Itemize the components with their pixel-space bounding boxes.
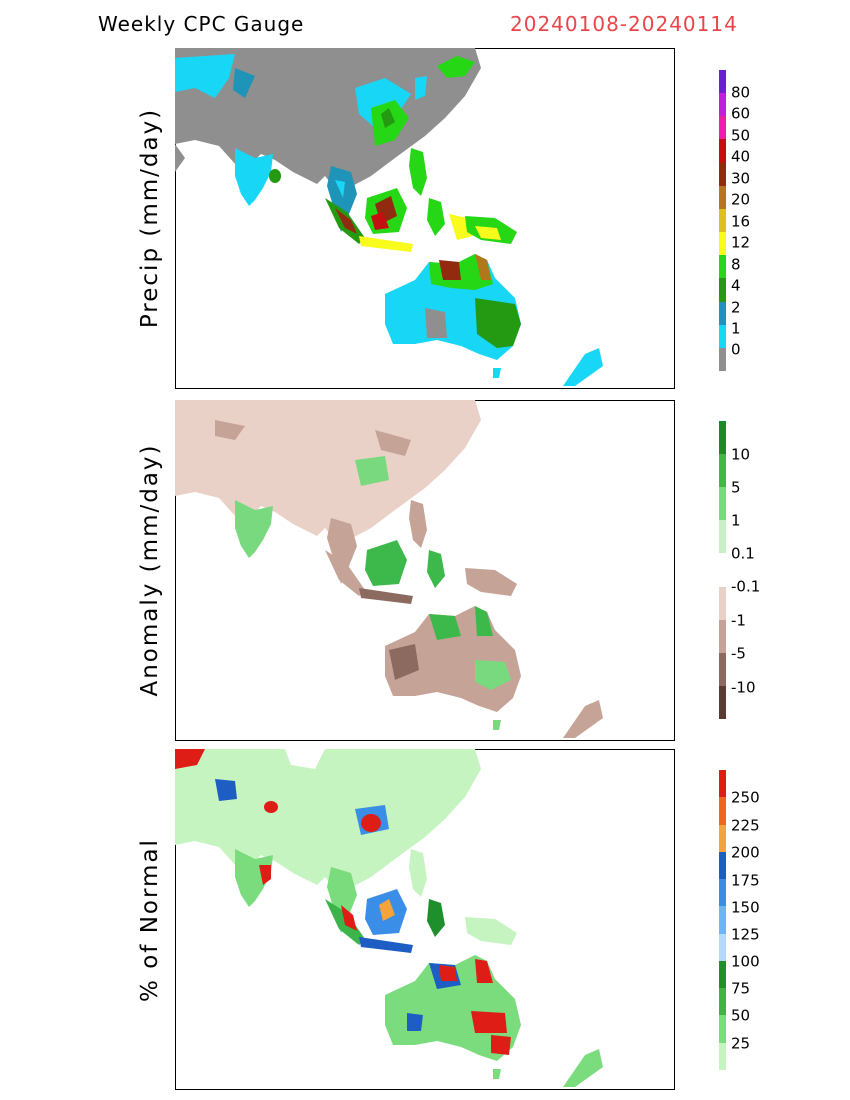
precip-tick-80: 80 — [731, 83, 751, 102]
map-title: Weekly CPC Gauge — [98, 12, 305, 36]
precip-tick-60: 60 — [731, 104, 751, 123]
precip-axis-label: Precip (mm/day) — [137, 107, 163, 329]
precip-tick-16: 16 — [731, 212, 751, 231]
percent-tick-200: 200 — [731, 843, 760, 862]
anomaly-tick-m1: -1 — [731, 611, 746, 630]
percent-tick-75: 75 — [731, 979, 751, 998]
date-range: 20240108-20240114 — [510, 12, 738, 36]
anomaly-axis-label: Anomaly (mm/day) — [137, 443, 163, 697]
precip-tick-40: 40 — [731, 147, 751, 166]
anomaly-tick-10: 10 — [731, 445, 751, 464]
precip-tick-30: 30 — [731, 169, 751, 188]
anomaly-tick-0-1: 0.1 — [731, 544, 755, 563]
anomaly-tick-5: 5 — [731, 478, 741, 497]
percent-tick-225: 225 — [731, 816, 760, 835]
anomaly-tick-m5: -5 — [731, 644, 746, 663]
anomaly-tick-m10: -10 — [731, 678, 756, 697]
precip-map — [175, 48, 675, 389]
anomaly-map — [175, 400, 675, 741]
percent-normal-color-bar — [719, 770, 726, 1070]
percent-tick-175: 175 — [731, 871, 760, 890]
percent-tick-25: 25 — [731, 1034, 751, 1053]
anomaly-tick-m0-1: -0.1 — [731, 577, 761, 596]
precip-tick-50: 50 — [731, 126, 751, 145]
percent-tick-150: 150 — [731, 898, 760, 917]
precip-tick-8: 8 — [731, 255, 741, 274]
percent-normal-map — [175, 749, 675, 1090]
percent-tick-50: 50 — [731, 1006, 751, 1025]
precip-tick-20: 20 — [731, 190, 751, 209]
anomaly-tick-1: 1 — [731, 511, 741, 530]
percent-tick-100: 100 — [731, 952, 760, 971]
percent-normal-axis-label: % of Normal — [137, 838, 163, 1002]
precip-color-bar — [719, 70, 726, 372]
precip-tick-2: 2 — [731, 298, 741, 317]
percent-tick-125: 125 — [731, 925, 760, 944]
percent-tick-250: 250 — [731, 788, 760, 807]
precip-tick-0: 0 — [731, 340, 741, 359]
anomaly-color-bar — [719, 421, 726, 719]
precip-tick-1: 1 — [731, 319, 741, 338]
precip-tick-12: 12 — [731, 233, 751, 252]
precip-tick-4: 4 — [731, 276, 741, 295]
